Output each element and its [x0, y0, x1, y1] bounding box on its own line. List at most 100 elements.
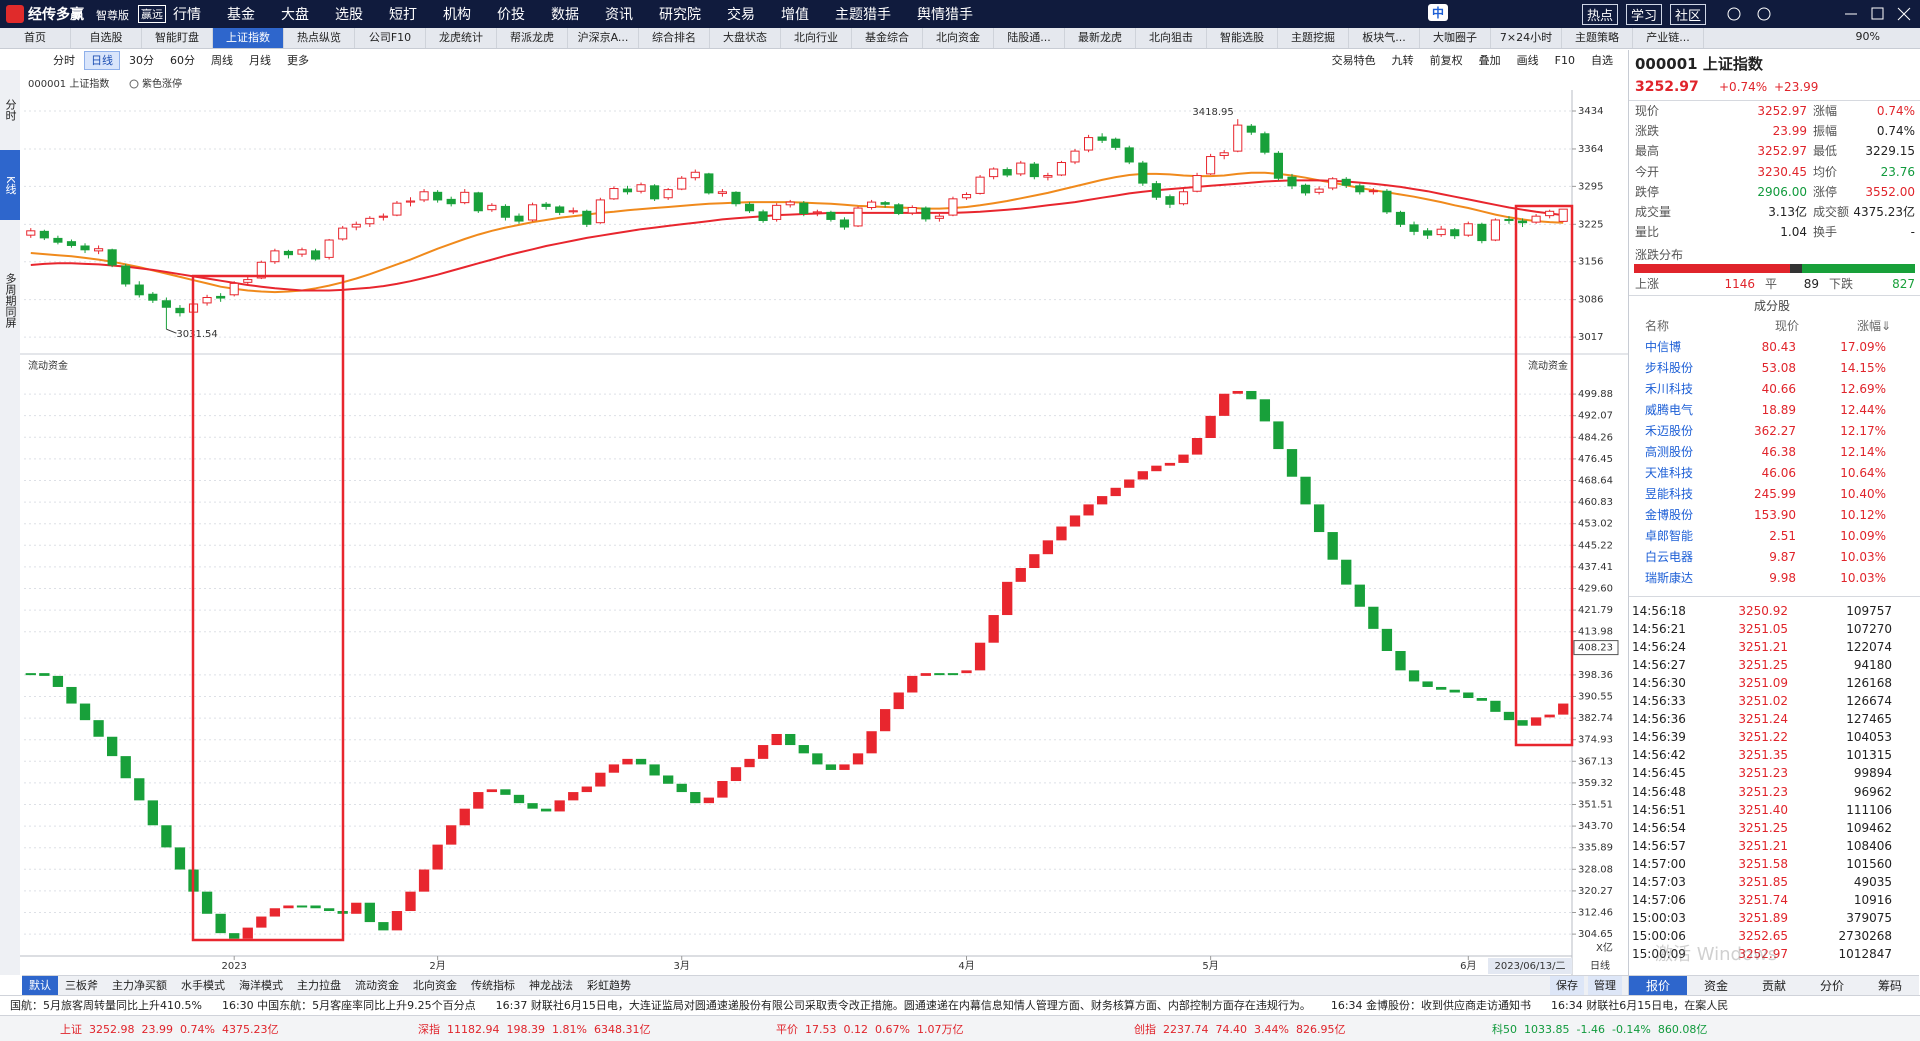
indicator-tab[interactable]: 默认 — [22, 976, 58, 995]
indicator-action[interactable]: 管理 — [1588, 976, 1622, 995]
panel-tab[interactable]: 贡献 — [1745, 975, 1803, 996]
menu-item[interactable]: 基金 — [227, 7, 255, 23]
tab[interactable]: 首页 — [0, 28, 71, 48]
stock-pct: 10.09% — [1840, 529, 1886, 543]
tool-button[interactable]: 叠加 — [1478, 54, 1501, 67]
indicator-tab[interactable]: 主力拉盘 — [297, 979, 341, 992]
candle-body — [1558, 208, 1568, 222]
tab[interactable]: 综合排名 — [639, 28, 710, 48]
period-button[interactable]: 月线 — [249, 54, 271, 67]
panel-tab[interactable]: 筹码 — [1861, 975, 1919, 996]
tab[interactable]: 沪深京A... — [568, 28, 639, 48]
side-tab[interactable]: 多周期同屏 — [4, 272, 17, 328]
tab[interactable]: 主题策略 — [1562, 28, 1633, 48]
tab[interactable]: 7×24小时 — [1491, 28, 1562, 48]
indicator-tab[interactable]: 神龙战法 — [529, 979, 573, 992]
menu-item[interactable]: 选股 — [335, 7, 363, 23]
period-button[interactable]: 更多 — [287, 54, 309, 67]
flow-brick — [1395, 650, 1406, 671]
period-button[interactable]: 30分 — [129, 54, 154, 67]
menu-item[interactable]: 行情 — [173, 7, 201, 23]
indicator-tab[interactable]: 彩虹趋势 — [587, 979, 631, 992]
menu-item[interactable]: 大盘 — [281, 7, 309, 23]
tool-button[interactable]: 前复权 — [1429, 54, 1463, 67]
menu-item[interactable]: 机构 — [443, 7, 471, 23]
tab[interactable]: 陆股通... — [994, 28, 1065, 48]
menu-item[interactable]: 数据 — [551, 7, 579, 23]
news-item[interactable]: 16:30 中国东航：5月客座率同比上升9.25个百分点 — [221, 999, 476, 1012]
menu-item[interactable]: 资讯 — [605, 7, 633, 23]
news-item[interactable]: 16:37 财联社6月15日电，大连证监局对圆通速递股份有限公司采取责令改正措施… — [495, 999, 1311, 1012]
news-item[interactable]: 16:34 金博股份：收到供应商走访通知书 — [1330, 999, 1532, 1012]
menu-item[interactable]: 主题猎手 — [835, 7, 891, 23]
tab[interactable]: 上证指数 — [213, 28, 284, 48]
tab[interactable]: 大盘状态 — [710, 28, 781, 48]
tab[interactable]: 主题挖掘 — [1278, 28, 1349, 48]
menu-item[interactable]: 舆情猎手 — [917, 7, 973, 23]
side-tab[interactable]: K线 — [0, 150, 20, 220]
tab[interactable]: 北向行业 — [781, 28, 852, 48]
settings-icon[interactable] — [1757, 7, 1771, 21]
tab[interactable]: 自选股 — [71, 28, 142, 48]
tab[interactable]: 智能盯盘 — [142, 28, 213, 48]
tool-button[interactable]: 九转 — [1391, 54, 1414, 67]
menu-item[interactable]: 研究院 — [659, 7, 701, 23]
divider — [1629, 596, 1920, 597]
tab[interactable]: 北向资金 — [923, 28, 994, 48]
news-item[interactable]: 国航：5月旅客周转量同比上升410.5% — [10, 999, 202, 1012]
menu-item[interactable]: 交易 — [727, 7, 755, 23]
panel-tab[interactable]: 资金 — [1687, 975, 1745, 996]
period-button[interactable]: 日线 — [84, 51, 120, 70]
maximize[interactable] — [1871, 7, 1884, 20]
side-tab[interactable]: 分时 — [4, 99, 17, 121]
indicator-tab[interactable]: 水手模式 — [181, 979, 225, 992]
candle-body — [378, 215, 388, 218]
indicator-action[interactable]: 保存 — [1550, 976, 1584, 995]
quote-change: +23.99 — [1774, 80, 1819, 94]
news-item[interactable]: 16:34 财联社6月15日电，在案人民 — [1551, 999, 1729, 1012]
quote-label: 量比 — [1635, 225, 1660, 240]
indicator-tab[interactable]: 北向资金 — [413, 979, 457, 992]
tab[interactable]: 板块气... — [1349, 28, 1420, 48]
menu-item[interactable]: 价投 — [497, 7, 525, 23]
tab[interactable]: 大咖圈子 — [1420, 28, 1491, 48]
indicator-tab[interactable]: 传统指标 — [471, 979, 515, 992]
y-tick-label: 335.89 — [1578, 843, 1613, 854]
tab[interactable]: 公司F10 — [355, 28, 426, 48]
period-button[interactable]: 60分 — [170, 54, 195, 67]
user-icon[interactable] — [1727, 7, 1741, 21]
top-link[interactable]: 社区 — [1670, 4, 1707, 25]
tool-button[interactable]: F10 — [1554, 54, 1575, 67]
quote-label: 现价 — [1635, 104, 1660, 118]
flow-brick — [351, 902, 362, 914]
tab[interactable]: 智能选股 — [1207, 28, 1278, 48]
tab[interactable]: 帮派龙虎 — [497, 28, 568, 48]
indicator-tab[interactable]: 流动资金 — [355, 979, 399, 992]
flow-brick — [1137, 471, 1148, 480]
indicator-tab[interactable]: 海洋模式 — [239, 979, 283, 992]
tool-button[interactable]: 自选 — [1591, 54, 1613, 67]
top-link[interactable]: 学习 — [1626, 4, 1663, 25]
tab[interactable]: 产业链... — [1633, 28, 1704, 48]
close[interactable] — [1897, 7, 1911, 21]
period-button[interactable]: 分时 — [53, 54, 75, 67]
menu-item[interactable]: 短打 — [389, 7, 417, 23]
tab[interactable]: 龙虎统计 — [426, 28, 497, 48]
period-button[interactable]: 周线 — [211, 54, 233, 67]
panel-tab[interactable]: 分价 — [1803, 975, 1861, 996]
stock-price: 80.43 — [1761, 340, 1796, 354]
indicator-tab[interactable]: 三板斧 — [65, 979, 98, 992]
top-link[interactable]: 热点 — [1582, 4, 1619, 25]
trade-time: 14:57:03 — [1632, 874, 1686, 889]
indicator-tab[interactable]: 主力净买额 — [112, 979, 167, 992]
tool-button[interactable]: 交易特色 — [1331, 54, 1376, 67]
candle-body — [880, 202, 890, 205]
tab[interactable]: 热点纵览 — [284, 28, 355, 48]
menu-item[interactable]: 增值 — [781, 7, 809, 23]
panel-tab[interactable]: 报价 — [1629, 975, 1687, 996]
tab[interactable]: 最新龙虎 — [1065, 28, 1136, 48]
moving-average-line — [30, 171, 1564, 294]
tool-button[interactable]: 画线 — [1516, 54, 1539, 67]
tab[interactable]: 基金综合 — [852, 28, 923, 48]
tab[interactable]: 北向狙击 — [1136, 28, 1207, 48]
